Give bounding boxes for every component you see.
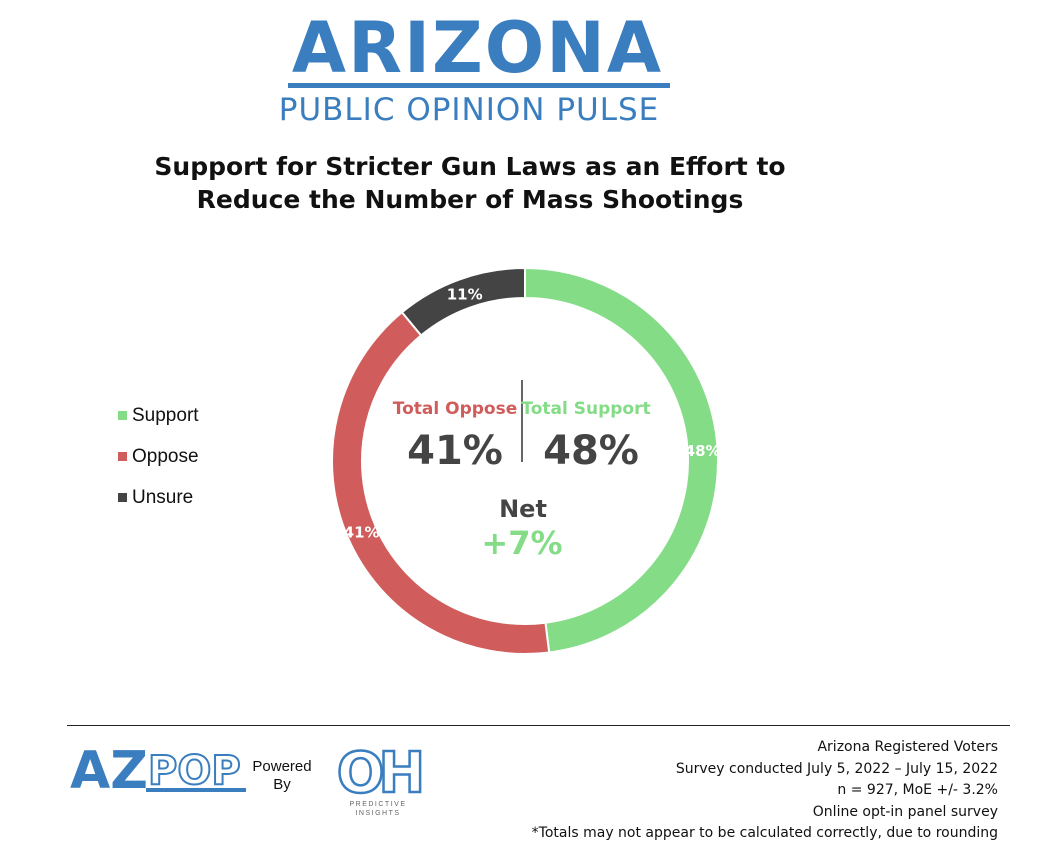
azpop-logo: AZ POP — [70, 741, 246, 798]
slice-label-oppose: 41% — [344, 524, 380, 542]
survey-notes: Arizona Registered Voters Survey conduct… — [532, 737, 998, 845]
note-line: Online opt-in panel survey — [812, 803, 998, 820]
legend-label-unsure: Unsure — [132, 486, 194, 508]
total-support-label: Total Support — [521, 399, 650, 419]
azpop-logo-pop: POP — [148, 748, 241, 794]
donut-slice-unsure — [400, 266, 526, 337]
net-label: Net — [499, 495, 547, 523]
chart-legend: Support Oppose Unsure — [118, 395, 199, 518]
powered-by-text: Powered By — [250, 758, 314, 794]
chart-title: Support for Stricter Gun Laws as an Effo… — [100, 150, 840, 216]
brand-divider — [288, 83, 670, 88]
azpop-logo-az: AZ — [70, 741, 148, 798]
legend-swatch-unsure — [118, 493, 127, 502]
donut-slice-labels: 48% 41% 11% — [344, 286, 721, 542]
total-support-value: 48% — [543, 428, 639, 474]
note-line: n = 927, MoE +/- 3.2% — [837, 782, 998, 798]
total-oppose-value: 41% — [407, 428, 503, 474]
footer-divider — [67, 725, 1010, 726]
total-oppose-label: Total Oppose — [393, 399, 517, 419]
azpop-logo-underline — [146, 788, 246, 792]
powered-by-line-1: Powered — [252, 758, 312, 775]
legend-item-unsure: Unsure — [118, 477, 199, 518]
slice-label-support: 48% — [685, 442, 721, 460]
legend-label-support: Support — [132, 404, 199, 426]
powered-by-line-2: By — [273, 776, 291, 793]
note-line: *Totals may not appear to be calculated … — [531, 825, 998, 841]
donut-slice-oppose — [331, 310, 551, 655]
oh-logo-mark: OH — [337, 741, 421, 800]
donut-slices — [331, 266, 719, 655]
slice-label-unsure: 11% — [447, 286, 483, 304]
legend-item-support: Support — [118, 395, 199, 436]
chart-title-line-1: Support for Stricter Gun Laws as an Effo… — [154, 152, 786, 181]
chart-title-line-2: Reduce the Number of Mass Shootings — [196, 185, 744, 214]
oh-predictive-insights-logo: OH — [336, 740, 428, 800]
legend-item-oppose: Oppose — [118, 436, 199, 477]
note-line: Arizona Registered Voters — [817, 739, 998, 755]
legend-swatch-support — [118, 411, 127, 420]
oh-logo-tagline: PREDICTIVE INSIGHTS — [349, 801, 407, 817]
net-value: +7% — [481, 524, 562, 562]
brand-title: ARIZONA — [291, 7, 664, 89]
note-line: Survey conducted July 5, 2022 – July 15,… — [675, 760, 998, 777]
brand-subtitle: PUBLIC OPINION PULSE — [278, 92, 660, 128]
legend-swatch-oppose — [118, 452, 127, 461]
legend-label-oppose: Oppose — [132, 445, 199, 467]
